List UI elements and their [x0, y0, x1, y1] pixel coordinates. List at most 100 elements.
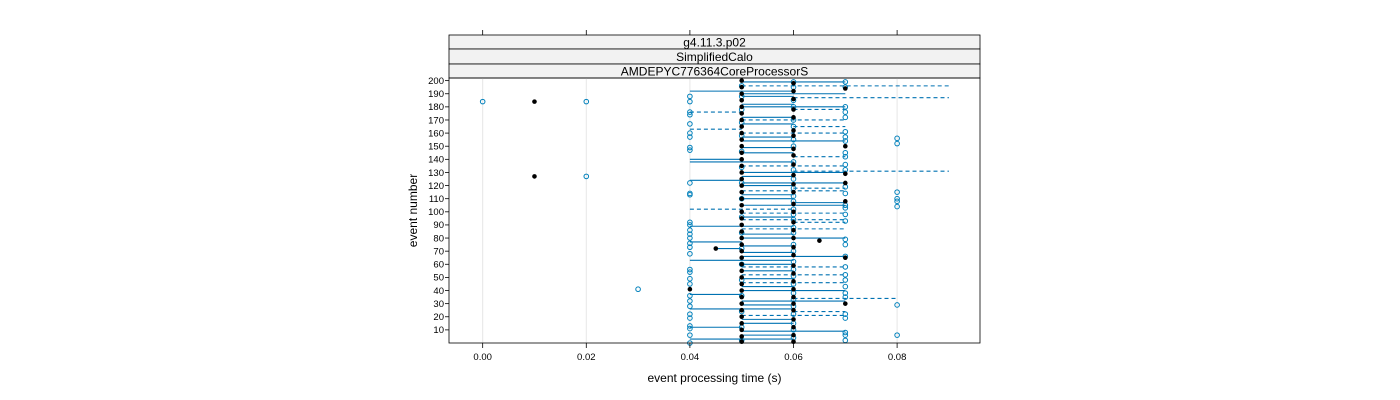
filled-point-73	[791, 263, 796, 268]
filled-point-48	[739, 314, 744, 320]
y-tick-label-4: 50	[433, 273, 444, 284]
filled-point-16	[739, 104, 744, 110]
filled-point-6	[843, 171, 848, 177]
filled-point-38	[739, 248, 744, 254]
open-point-70	[894, 140, 900, 147]
open-point-76	[894, 332, 900, 338]
open-point-15	[687, 222, 693, 228]
x-tick-label-0: 0.00	[473, 352, 492, 363]
filled-point-54	[791, 88, 796, 94]
strip-1-label: g4.11.3.p02	[683, 36, 746, 50]
open-point-53	[842, 211, 849, 218]
filled-point-5	[843, 143, 848, 149]
open-point-45	[842, 149, 849, 156]
filled-point-72	[791, 252, 796, 258]
y-tick-label-18: 190	[428, 89, 444, 100]
filled-point-34	[739, 222, 744, 228]
filled-point-9	[843, 255, 848, 261]
open-point-33	[687, 332, 693, 338]
open-point-44	[842, 138, 849, 144]
filled-point-35	[739, 229, 744, 234]
open-point-61	[842, 283, 849, 290]
filled-point-79	[791, 307, 796, 313]
open-point-46	[842, 153, 849, 160]
x-axis-title: event processing time (s)	[647, 371, 781, 385]
open-point-54	[842, 218, 849, 224]
open-point-27	[687, 298, 693, 304]
y-tick-label-14: 150	[428, 142, 444, 153]
open-point-19	[687, 240, 693, 247]
filled-point-69	[791, 227, 796, 233]
filled-point-19	[739, 124, 744, 129]
filled-point-17	[739, 111, 744, 116]
open-point-59	[842, 271, 849, 278]
filled-point-82	[791, 332, 796, 338]
open-point-18	[687, 235, 693, 241]
filled-point-36	[739, 235, 744, 241]
open-point-42	[842, 128, 849, 135]
filled-point-44	[739, 288, 744, 293]
open-point-56	[842, 241, 849, 248]
filled-point-61	[791, 153, 796, 158]
panel-frame	[448, 77, 981, 344]
y-tick-label-12: 130	[428, 168, 444, 179]
open-point-20	[687, 244, 693, 251]
open-point-47	[842, 161, 849, 168]
filled-point-43	[739, 281, 744, 287]
open-point-52	[842, 205, 849, 211]
filled-point-40	[739, 261, 744, 267]
filled-point-81	[791, 324, 796, 330]
filled-point-46	[739, 301, 744, 306]
open-point-60	[842, 277, 849, 283]
filled-point-70	[791, 235, 796, 241]
open-point-4	[687, 109, 693, 115]
filled-point-60	[791, 146, 796, 152]
filled-point-18	[739, 117, 744, 123]
open-point-29	[687, 311, 693, 317]
filled-point-75	[791, 279, 796, 284]
filled-point-71	[791, 244, 796, 250]
open-point-37	[842, 79, 849, 85]
y-tick-label-9: 100	[428, 207, 444, 218]
y-tick-label-2: 30	[433, 299, 444, 310]
filled-point-67	[791, 209, 796, 215]
open-point-1	[583, 98, 590, 105]
open-point-13	[687, 191, 693, 198]
filled-point-28	[739, 183, 744, 188]
open-point-66	[842, 329, 849, 336]
open-point-36	[635, 286, 641, 293]
filled-point-15	[739, 98, 744, 103]
open-point-0	[479, 98, 486, 105]
open-point-74	[894, 203, 900, 210]
filled-point-23	[739, 150, 744, 156]
filled-point-29	[739, 189, 744, 195]
filled-point-68	[791, 220, 796, 225]
filled-point-2	[713, 246, 719, 251]
filled-point-58	[791, 128, 796, 133]
filled-point-21	[739, 137, 744, 142]
filled-point-50	[739, 327, 744, 333]
strip-2-label: SimplifiedCalo	[676, 50, 753, 64]
open-point-72	[894, 195, 900, 202]
point-layer	[479, 78, 900, 346]
filled-point-13	[739, 84, 744, 90]
filled-point-62	[791, 162, 796, 167]
open-point-40	[842, 109, 849, 115]
open-point-24	[687, 275, 693, 282]
filled-point-27	[739, 176, 744, 182]
y-tick-label-11: 120	[428, 181, 444, 192]
filled-point-26	[739, 170, 744, 175]
y-tick-label-5: 60	[433, 260, 444, 271]
open-point-39	[842, 104, 849, 110]
filled-point-41	[739, 268, 744, 274]
filled-point-51	[739, 334, 744, 339]
open-point-17	[687, 231, 693, 237]
y-axis: 10 20 30 40 50 60 70 80 90 100 110 120 130 140 150 160 1…	[428, 76, 449, 336]
x-tick-label-3: 0.06	[784, 352, 803, 363]
open-point-26	[687, 292, 693, 299]
filled-point-59	[791, 133, 796, 139]
filled-point-8	[843, 199, 848, 204]
open-point-9	[687, 144, 693, 151]
open-point-67	[842, 332, 849, 338]
